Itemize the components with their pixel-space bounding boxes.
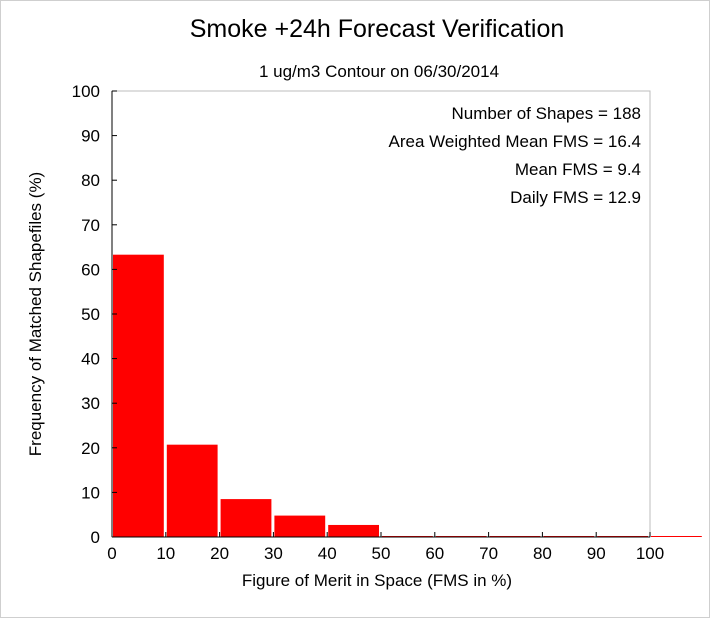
y-tick-label-4: 40 [81, 350, 100, 369]
bar-1 [166, 444, 218, 537]
y-axis-ticks: 0 10 20 30 40 50 60 70 80 90 100 [72, 82, 117, 547]
x-tick-label-4: 40 [318, 544, 337, 563]
x-tick-label-0: 0 [107, 544, 116, 563]
annotation-1: Area Weighted Mean FMS = 16.4 [389, 132, 641, 151]
y-tick-label-8: 80 [81, 171, 100, 190]
y-tick-label-2: 20 [81, 439, 100, 458]
annotation-2: Mean FMS = 9.4 [515, 160, 641, 179]
x-tick-label-5: 50 [372, 544, 391, 563]
x-tick-label-6: 60 [425, 544, 444, 563]
y-tick-label-1: 10 [81, 483, 100, 502]
annotation-0: Number of Shapes = 188 [452, 104, 641, 123]
y-tick-label-0: 0 [91, 528, 100, 547]
y-tick-label-5: 50 [81, 305, 100, 324]
y-tick-label-10: 100 [72, 82, 100, 101]
x-tick-label-1: 10 [156, 544, 175, 563]
y-tick-label-7: 70 [81, 216, 100, 235]
y-tick-label-9: 90 [81, 127, 100, 146]
bar-3 [274, 515, 326, 537]
y-axis-label: Frequency of Matched Shapefiles (%) [26, 172, 45, 456]
stats-annotations: Number of Shapes = 188 Area Weighted Mean… [389, 104, 641, 207]
chart-subtitle: 1 ug/m3 Contour on 06/30/2014 [259, 62, 499, 81]
y-tick-label-6: 60 [81, 260, 100, 279]
bar-4 [328, 524, 379, 537]
x-tick-label-3: 30 [264, 544, 283, 563]
x-tick-label-2: 20 [210, 544, 229, 563]
y-tick-label-3: 30 [81, 394, 100, 413]
chart-title: Smoke +24h Forecast Verification [190, 15, 565, 43]
bar-10 [651, 536, 702, 537]
x-tick-label-8: 80 [533, 544, 552, 563]
x-tick-label-10: 100 [636, 544, 664, 563]
x-tick-label-9: 90 [587, 544, 606, 563]
bar-0 [113, 254, 164, 537]
x-tick-label-7: 70 [479, 544, 498, 563]
annotation-3: Daily FMS = 12.9 [510, 188, 641, 207]
x-axis-ticks: 0 10 20 30 40 50 60 70 80 90 100 [107, 532, 664, 563]
bar-2 [220, 499, 272, 537]
bars-group [113, 254, 702, 537]
x-axis-label: Figure of Merit in Space (FMS in %) [242, 571, 512, 590]
